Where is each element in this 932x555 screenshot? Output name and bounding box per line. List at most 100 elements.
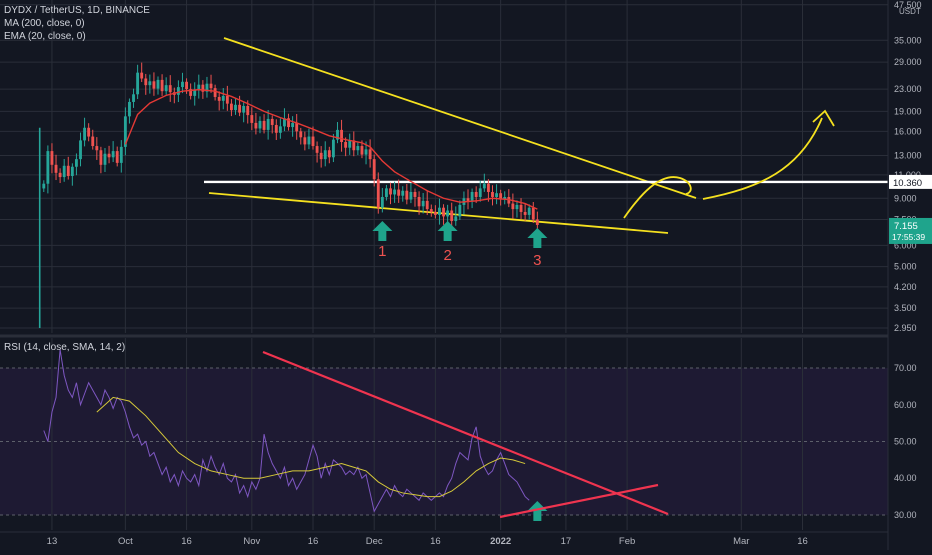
candle-body	[486, 183, 490, 192]
candle-body	[152, 81, 156, 89]
price-tick-label: 16.000	[894, 126, 922, 136]
time-tick-label: 16	[181, 536, 192, 547]
candle-body	[91, 136, 95, 147]
candle-body	[136, 72, 140, 95]
teal-arrow-shape	[527, 501, 548, 521]
candle-body	[344, 141, 348, 148]
rsi-tick-label: 50.00	[894, 437, 917, 447]
candle-body	[417, 196, 421, 207]
price-tick-label: 2.950	[894, 323, 917, 333]
bounce-label-3: 3	[533, 252, 541, 269]
candle-body	[164, 85, 168, 92]
candle-body	[156, 79, 160, 89]
candle-body	[503, 196, 507, 200]
candle-body	[454, 216, 458, 222]
candle-body	[438, 207, 441, 215]
candle-body	[401, 190, 405, 196]
candle-body	[421, 200, 425, 207]
price-tick-label: 4.200	[894, 282, 917, 292]
candle-body	[42, 183, 46, 189]
bounce-label-2: 2	[443, 247, 451, 264]
candle-body	[413, 191, 417, 197]
candle-body	[368, 149, 372, 160]
candle-body	[466, 198, 470, 201]
candle-countdown: 17:55:39	[892, 232, 925, 242]
candle-body	[482, 183, 486, 189]
candle-body	[62, 165, 66, 178]
candle-body	[295, 122, 299, 132]
candle-body	[519, 204, 523, 212]
candle-body	[246, 105, 250, 116]
ema-20-line	[124, 88, 538, 210]
candle-body	[111, 151, 115, 158]
time-tick-label: 16	[308, 536, 319, 547]
candle-body	[499, 193, 503, 200]
candle-body	[352, 140, 356, 151]
bounce-arrow-2	[437, 221, 458, 241]
candle-body	[270, 118, 274, 125]
candle-body	[303, 137, 307, 145]
time-tick-label: 16	[797, 536, 808, 547]
price-tick-label: 6.000	[894, 240, 917, 250]
candle-body	[523, 211, 527, 215]
time-tick-label: 2022	[490, 536, 511, 547]
price-tick-label: 23.000	[894, 84, 922, 94]
candle-body	[364, 149, 368, 155]
bounce-arrow-1	[372, 221, 393, 241]
main-legend: DYDX / TetherUS, 1D, BINANCE MA (200, cl…	[4, 4, 150, 43]
price-tick-label: 5.000	[894, 262, 917, 272]
candle-body	[531, 207, 535, 220]
candle-body	[181, 81, 184, 88]
candle-body	[360, 146, 364, 155]
candle-body	[409, 191, 413, 200]
rsi-descending-trendline	[262, 350, 669, 516]
ema-20-label: EMA (20, close, 0)	[4, 31, 86, 42]
candle-body	[66, 165, 70, 176]
candle-body	[205, 83, 209, 92]
time-tick-label: Dec	[366, 536, 383, 547]
candle-body	[311, 136, 315, 147]
time-tick-label: 16	[430, 536, 441, 547]
candle-body	[189, 89, 193, 96]
candle-body	[83, 127, 87, 141]
candle-body	[230, 103, 233, 111]
candle-body	[474, 191, 478, 197]
candle-body	[425, 200, 429, 210]
candle-body	[258, 120, 262, 129]
candle-body	[217, 96, 221, 101]
bounce-arrow-3	[527, 228, 548, 248]
time-tick-label: Oct	[118, 536, 133, 547]
candle-body	[446, 210, 450, 217]
candle-body	[397, 189, 401, 196]
level-price-badge	[889, 174, 932, 189]
candle-body	[115, 151, 119, 163]
candle-body	[450, 210, 454, 222]
candle-body	[103, 153, 107, 165]
candle-body	[405, 190, 409, 200]
candle-body	[225, 95, 229, 104]
candle-body	[238, 104, 242, 113]
candle-body	[132, 94, 135, 102]
candle-body	[495, 193, 498, 197]
candle-body	[254, 122, 258, 129]
candle-body	[287, 118, 290, 128]
candle-body	[291, 122, 295, 128]
price-tick-label: 29.000	[894, 57, 922, 67]
candle-body	[148, 81, 152, 86]
candle-body	[458, 204, 462, 217]
candle-body	[209, 83, 213, 89]
candle-body	[327, 150, 331, 158]
candle-body	[74, 159, 78, 167]
candle-body	[95, 146, 99, 151]
candle-body	[478, 188, 482, 197]
candle-body	[319, 152, 323, 160]
price-tick-label: 47.500	[894, 0, 922, 10]
candle-body	[527, 207, 531, 215]
symbol-title: DYDX / TetherUS, 1D, BINANCE	[4, 5, 150, 16]
projection-path-1	[623, 176, 692, 219]
candle-body	[274, 124, 278, 133]
candle-body	[442, 207, 445, 217]
rsi-tick-label: 70.00	[894, 363, 917, 373]
candle-body	[356, 146, 360, 151]
